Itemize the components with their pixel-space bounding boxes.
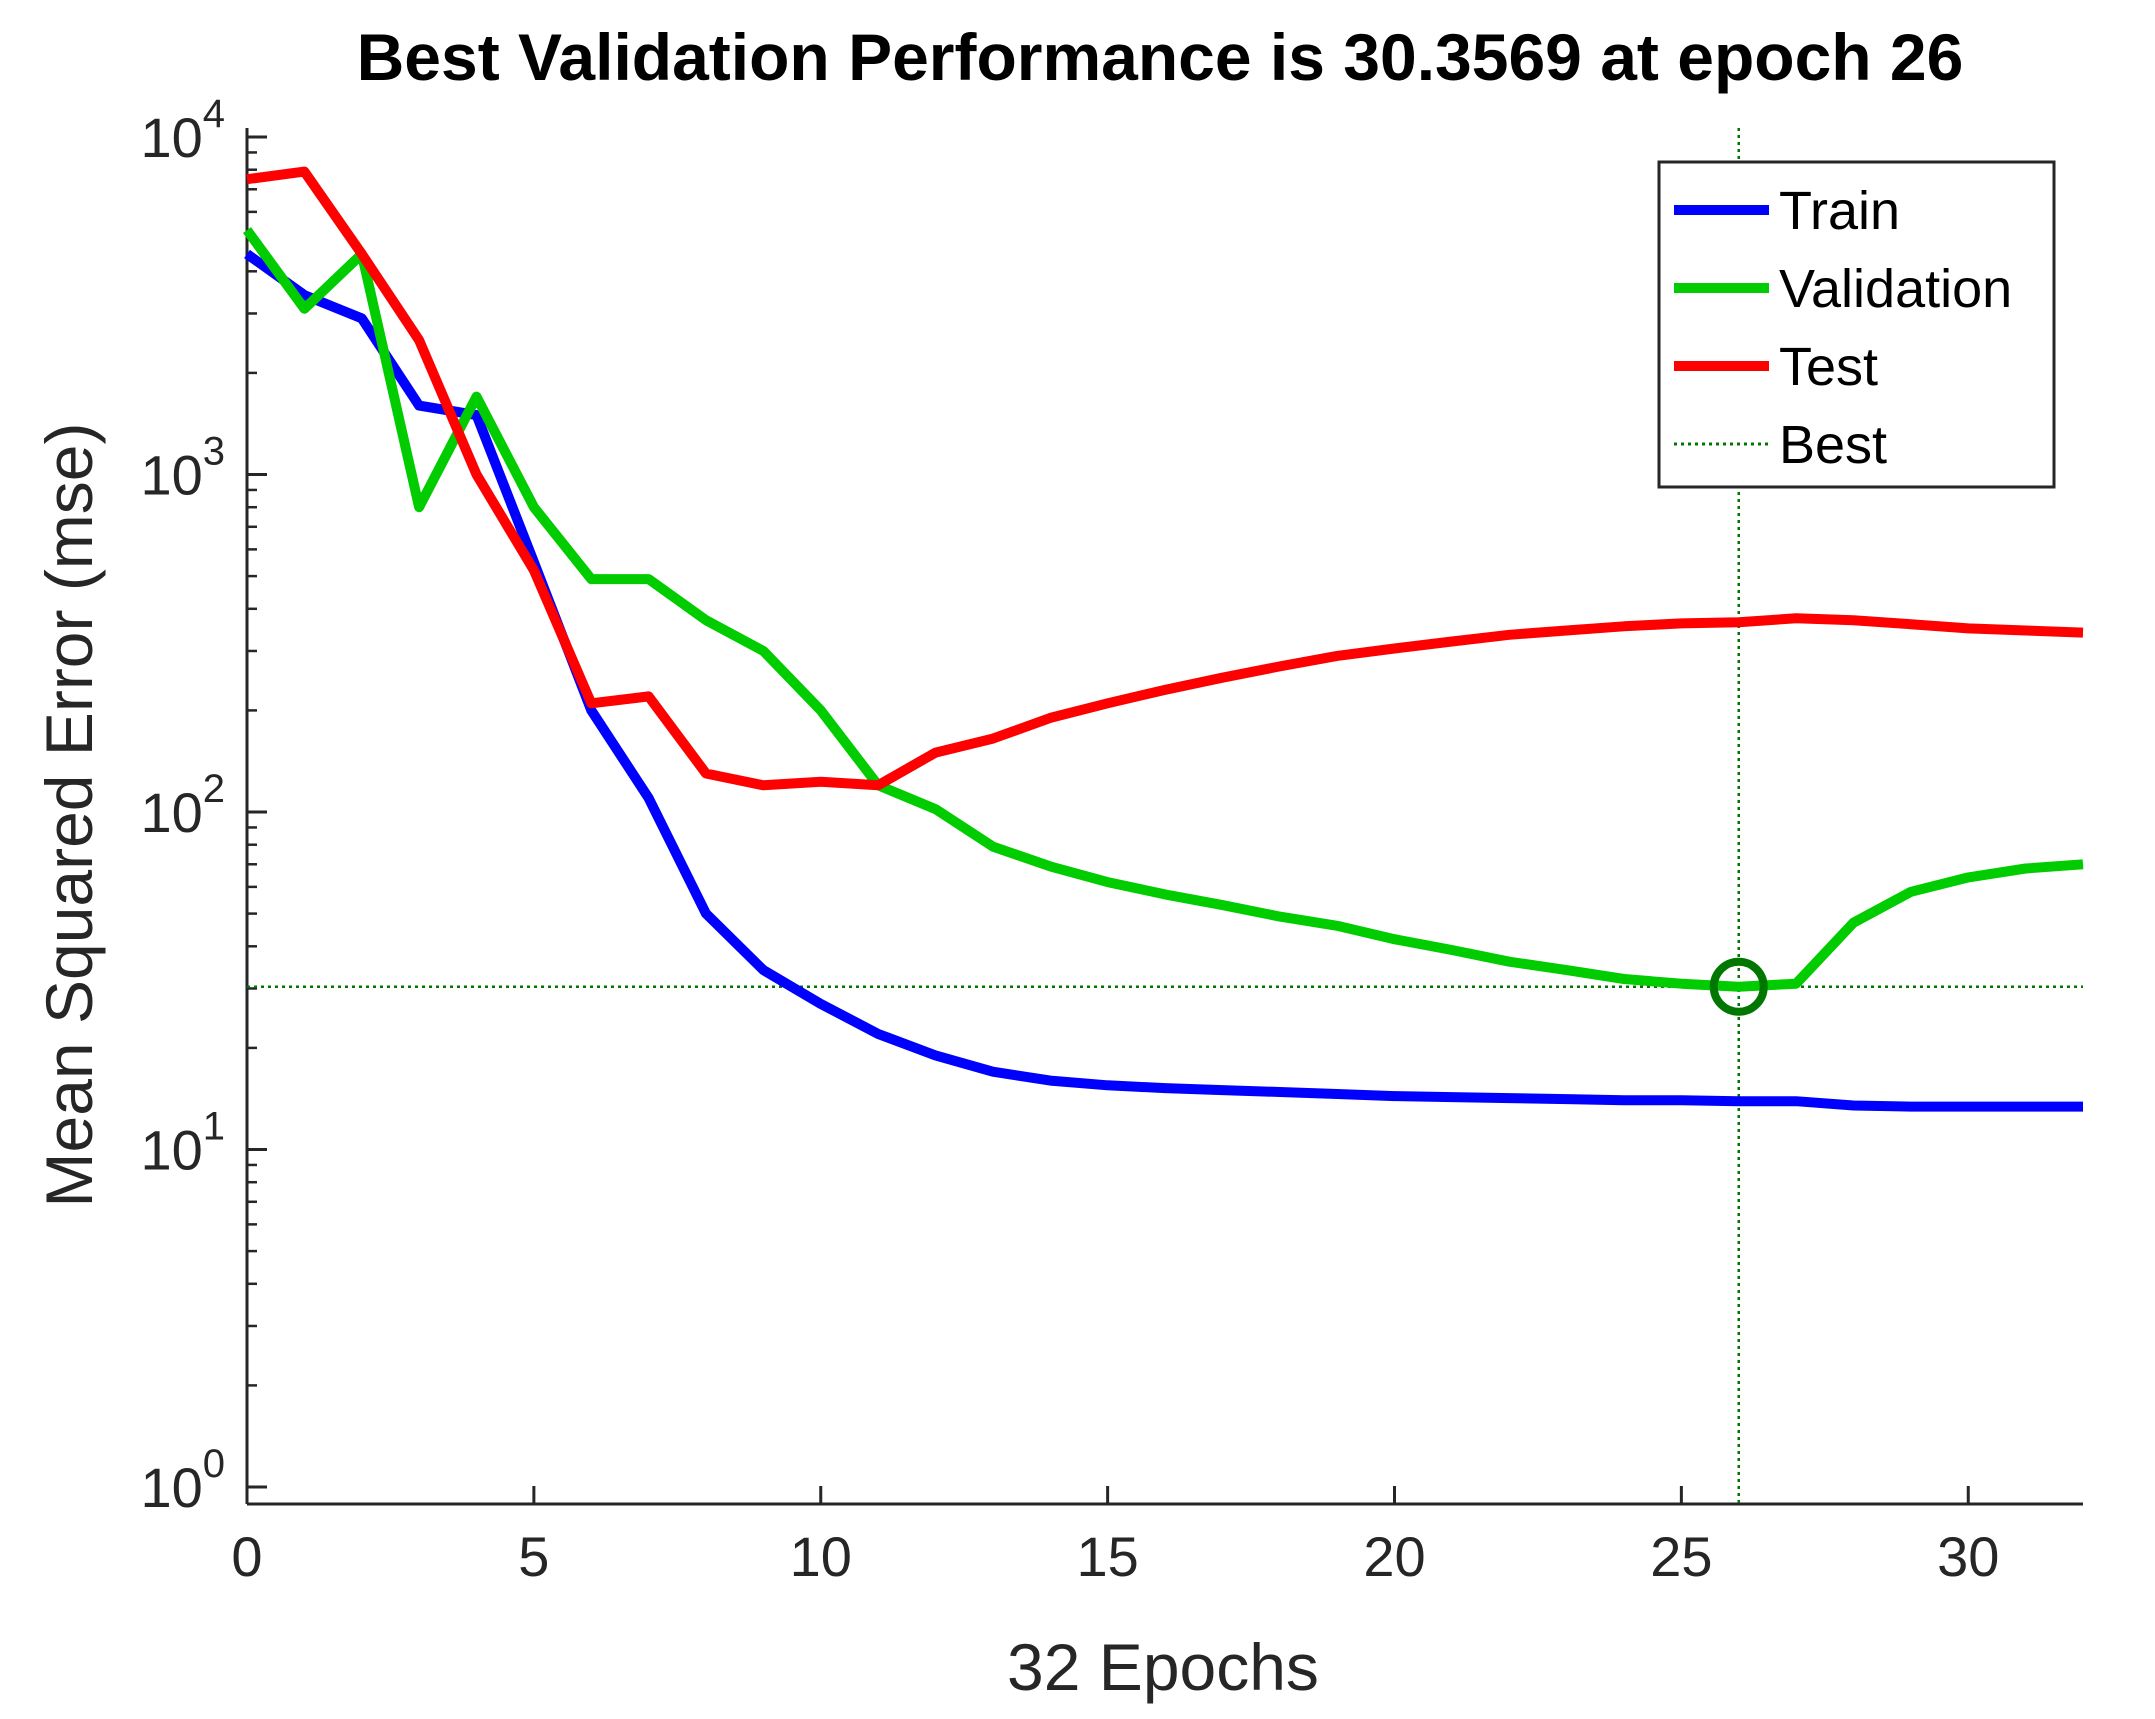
series-line-test [246, 166, 2084, 791]
y-tick-label: 100 [140, 1442, 225, 1519]
legend: Train Validation Test Best [1657, 160, 2056, 489]
y-axis-label: Mean Squared Error (mse) [32, 423, 106, 1208]
x-tick-label: 10 [790, 1525, 852, 1588]
y-tick-label: 104 [140, 92, 225, 169]
x-tick-label: 25 [1650, 1525, 1712, 1588]
legend-label-best: Best [1779, 415, 1887, 475]
series-lines [242, 166, 2084, 1112]
best-point-group [1709, 957, 1768, 1016]
x-tick-label: 0 [231, 1525, 262, 1588]
legend-label-validation: Validation [1779, 259, 2012, 319]
legend-box [1657, 160, 2056, 489]
best-point-marker [1709, 957, 1768, 1016]
chart-title: Best Validation Performance is 30.3569 a… [357, 20, 1964, 94]
x-axis-label: 32 Epochs [1007, 1630, 1319, 1704]
x-tick-label: 20 [1363, 1525, 1425, 1588]
y-tick-label: 102 [140, 767, 225, 844]
y-tick-label: 101 [140, 1105, 225, 1182]
y-axis: 100 101 102 103 104 [140, 92, 267, 1519]
y-tick-label: 103 [140, 430, 225, 507]
best-marker-lines [247, 128, 2083, 1504]
x-tick-label: 30 [1937, 1525, 1999, 1588]
x-axis: 0 5 10 15 20 25 30 [231, 1486, 1999, 1588]
plot-area [245, 128, 2083, 1506]
series-line-validation [242, 227, 2084, 992]
legend-label-train: Train [1779, 181, 1900, 241]
x-tick-label: 15 [1076, 1525, 1138, 1588]
x-tick-label: 5 [518, 1525, 549, 1588]
legend-label-test: Test [1779, 337, 1878, 397]
